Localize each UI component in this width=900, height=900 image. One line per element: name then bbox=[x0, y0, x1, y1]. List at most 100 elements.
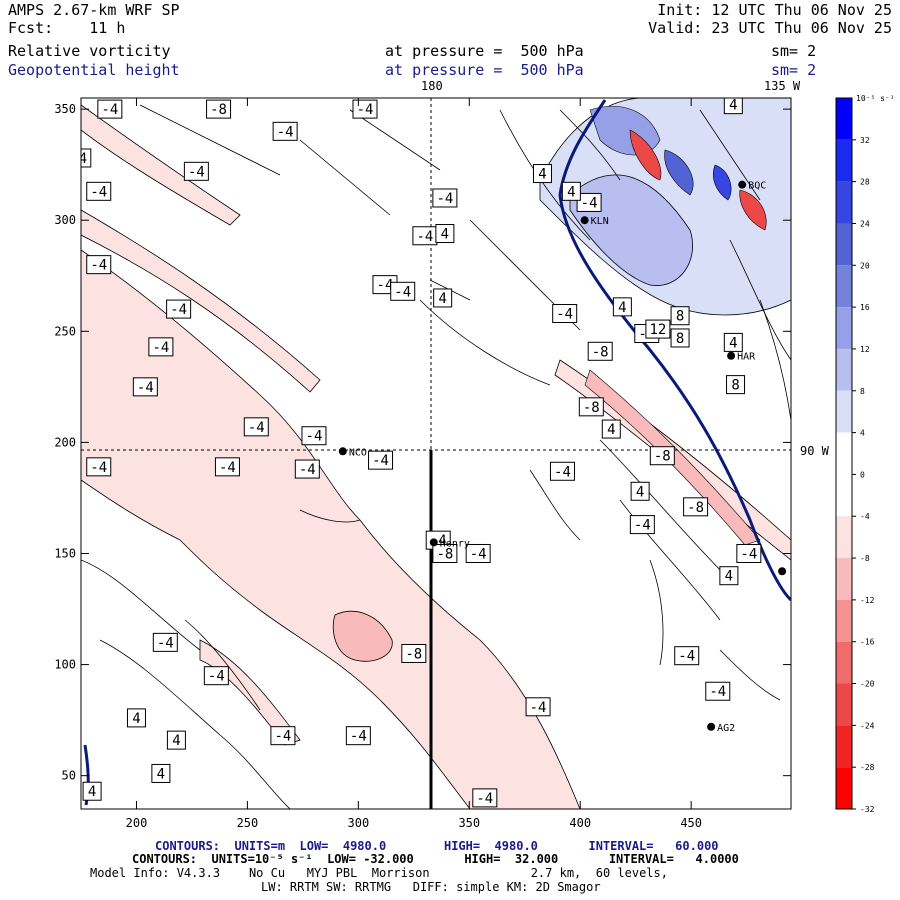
contour-label: -4 bbox=[525, 697, 551, 717]
field1-smoothing: sm= 2 bbox=[771, 42, 817, 60]
contour-label-text: -4 bbox=[90, 184, 107, 200]
contour-label: -4 bbox=[183, 161, 209, 181]
station-label: Henry bbox=[440, 538, 470, 549]
colorbar-tick-label: 24 bbox=[860, 219, 870, 228]
station-nco: NCO bbox=[338, 447, 367, 458]
station-label: NCO bbox=[349, 447, 367, 458]
contour-label: 4 bbox=[533, 164, 552, 184]
y-tick-label: 350 bbox=[54, 102, 76, 116]
colorbar-swatch bbox=[836, 98, 852, 140]
contour-label-text: -4 bbox=[556, 307, 573, 323]
station-unnamed bbox=[778, 567, 787, 576]
station-ag2: AG2 bbox=[707, 722, 735, 734]
colorbar-tick-label: -12 bbox=[860, 596, 875, 605]
contour-label: 8 bbox=[670, 306, 690, 326]
x-tick-label: 350 bbox=[458, 816, 480, 830]
contour-label: -4 bbox=[294, 459, 320, 479]
contour-label-text: -8 bbox=[405, 646, 422, 662]
field2-smoothing: sm= 2 bbox=[771, 61, 817, 79]
contour-label-text: -4 bbox=[306, 429, 323, 445]
contour-label-text: -4 bbox=[436, 191, 453, 207]
y-tick-label: 100 bbox=[54, 658, 76, 672]
contour-label-text: 4 bbox=[729, 98, 737, 114]
footer-model-info-2: LW: RRTM SW: RRTMG DIFF: simple KM: 2D S… bbox=[261, 880, 601, 894]
station-har: HAR bbox=[727, 351, 756, 363]
contour-label-text: -8 bbox=[592, 344, 609, 360]
contour-label-text: -4 bbox=[709, 684, 726, 700]
y-tick-label: 250 bbox=[54, 324, 76, 338]
contour-label: 4 bbox=[612, 297, 632, 317]
contour-label: -4 bbox=[97, 99, 123, 119]
contour-label-text: 4 bbox=[729, 335, 737, 351]
colorbar-tick-label: -24 bbox=[860, 721, 875, 730]
station-label: AG2 bbox=[717, 723, 735, 734]
contour-label: -4 bbox=[705, 681, 731, 701]
contour-label-text: 4 bbox=[607, 422, 615, 438]
contour-label: -4 bbox=[166, 299, 192, 319]
contour-label-text: 4 bbox=[441, 227, 449, 243]
contour-label: -4 bbox=[368, 450, 394, 470]
colorbar-tick-label: -20 bbox=[860, 680, 875, 689]
colorbar-tick-label: -16 bbox=[860, 638, 875, 647]
contour-label: 8 bbox=[726, 375, 746, 395]
contour-label-text: -4 bbox=[277, 124, 294, 140]
contour-label: -4 bbox=[674, 646, 700, 666]
contour-label: -8 bbox=[401, 643, 427, 663]
colorbar-swatch bbox=[836, 767, 852, 809]
contour-label-text: -4 bbox=[476, 791, 493, 807]
colorbar-swatch bbox=[836, 641, 852, 684]
colorbar-unit: 10⁻⁵ s⁻¹ bbox=[856, 94, 895, 103]
contour-label: -4 bbox=[432, 188, 458, 208]
contour-label-text: -4 bbox=[350, 729, 367, 745]
footer-contours-vorticity: CONTOURS: UNITS=10⁻⁵ s⁻¹ LOW= -32.000 HI… bbox=[132, 852, 739, 866]
contour-label-text: 4 bbox=[157, 766, 165, 782]
axis-ticks: 200 250 300 350 400 450 50 100 150 200 250 300 350 bbox=[54, 98, 791, 830]
x-tick-label: 300 bbox=[348, 816, 370, 830]
lon-90w-label: 90 W bbox=[800, 444, 829, 458]
filled-contours: -4 -8 -4 -4 -4 -4 -4 -4 -4 -4 -4 -4 -4 -4 -4 -4 -4 -4 -4 -4… bbox=[70, 98, 791, 809]
contour-label-text: -4 bbox=[137, 380, 154, 396]
contour-label-text: -4 bbox=[70, 151, 87, 167]
valid-time: Valid: 23 UTC Thu 06 Nov 25 bbox=[648, 19, 892, 37]
contour-label: 4 bbox=[435, 224, 455, 244]
contour-label-text: -4 bbox=[101, 102, 118, 118]
colorbar-swatch bbox=[836, 181, 852, 224]
contour-label-text: -4 bbox=[274, 729, 291, 745]
y-tick-label: 50 bbox=[62, 769, 76, 783]
contour-label: 8 bbox=[670, 328, 690, 348]
contour-label-text: -4 bbox=[634, 518, 651, 534]
colorbar-swatch bbox=[836, 432, 852, 475]
contour-label-text: 4 bbox=[618, 300, 626, 316]
contour-label-text: 12 bbox=[649, 322, 666, 338]
contour-label-text: 4 bbox=[538, 167, 546, 183]
contour-label-text: -4 bbox=[740, 546, 757, 562]
station-bqc: BQC bbox=[738, 180, 766, 192]
station-label: KLN bbox=[591, 216, 609, 227]
colorbar-tick-label: -28 bbox=[860, 763, 875, 772]
contour-label: 4 bbox=[82, 781, 102, 801]
contour-label: 12 bbox=[645, 319, 671, 339]
lon-180-label: 180 bbox=[421, 79, 443, 93]
contour-label-text: -4 bbox=[416, 229, 433, 245]
contour-label-text: 4 bbox=[567, 184, 575, 200]
contour-label-text: -4 bbox=[581, 195, 598, 211]
contour-label: -4 bbox=[352, 99, 378, 119]
contour-label-text: -8 bbox=[687, 500, 704, 516]
contour-label: 4 bbox=[166, 730, 186, 750]
y-tick-label: 150 bbox=[54, 546, 76, 560]
contour-label-text: -4 bbox=[394, 284, 411, 300]
contour-label: -4 bbox=[148, 337, 174, 357]
colorbar-tick-label: 4 bbox=[860, 429, 865, 438]
contour-label: 4 bbox=[433, 288, 453, 308]
x-tick-label: 450 bbox=[680, 816, 702, 830]
contour-label-text: -4 bbox=[90, 460, 107, 476]
init-time: Init: 12 UTC Thu 06 Nov 25 bbox=[657, 1, 892, 19]
contour-label-text: 8 bbox=[676, 309, 684, 325]
contour-label-text: 8 bbox=[731, 378, 739, 394]
contour-label: 4 bbox=[719, 566, 739, 586]
contour-label-text: -4 bbox=[372, 453, 389, 469]
contour-label-text: 8 bbox=[676, 331, 684, 347]
lon-135w-label: 135 W bbox=[764, 79, 801, 93]
contour-label-text: -4 bbox=[678, 649, 695, 665]
vorticity-band-west bbox=[81, 209, 321, 393]
